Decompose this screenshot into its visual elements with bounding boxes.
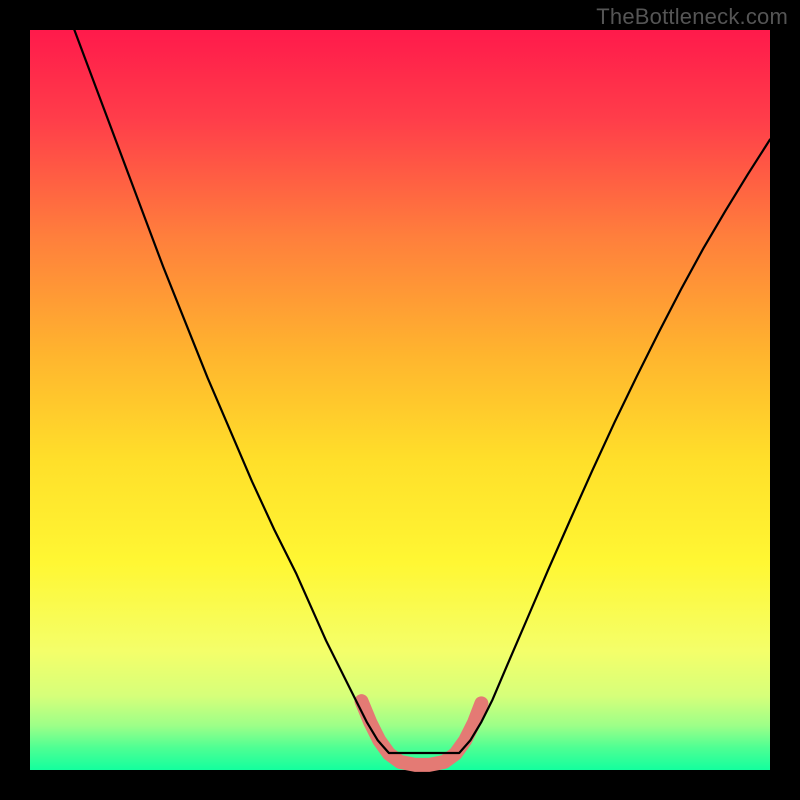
curve-layer xyxy=(30,30,770,770)
plot-area xyxy=(30,30,770,770)
bottleneck-curve xyxy=(74,30,770,753)
valley-highlight-line xyxy=(362,701,482,765)
chart-container: TheBottleneck.com xyxy=(0,0,800,800)
watermark-text: TheBottleneck.com xyxy=(596,4,788,30)
